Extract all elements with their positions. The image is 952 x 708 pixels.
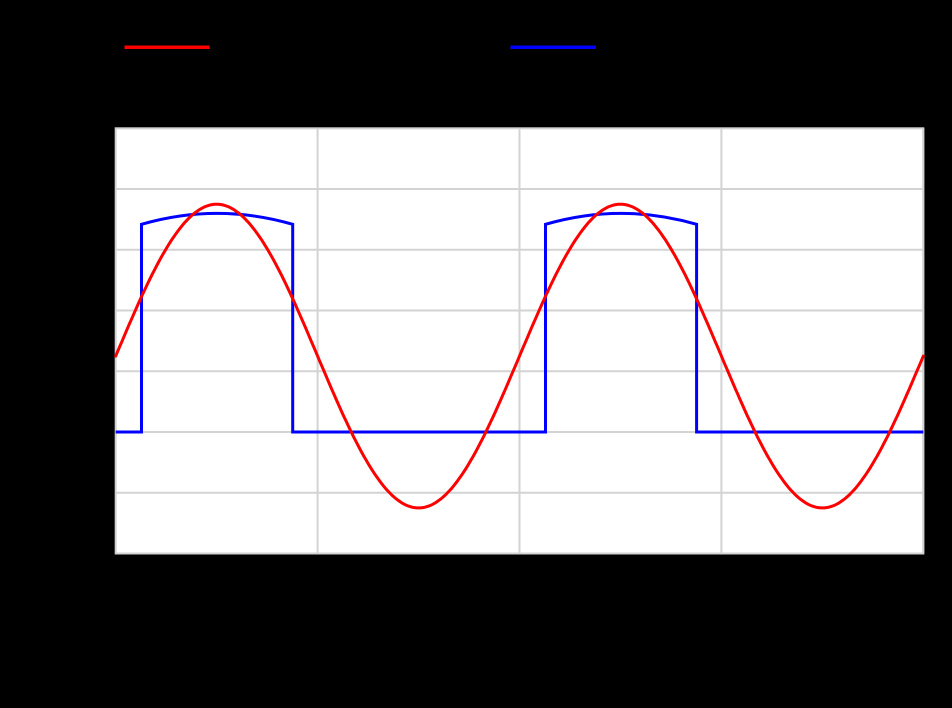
series-red-sine-path bbox=[114, 202, 925, 510]
series-blue-pulse-train-path bbox=[115, 211, 924, 434]
plot-frame bbox=[114, 127, 925, 555]
